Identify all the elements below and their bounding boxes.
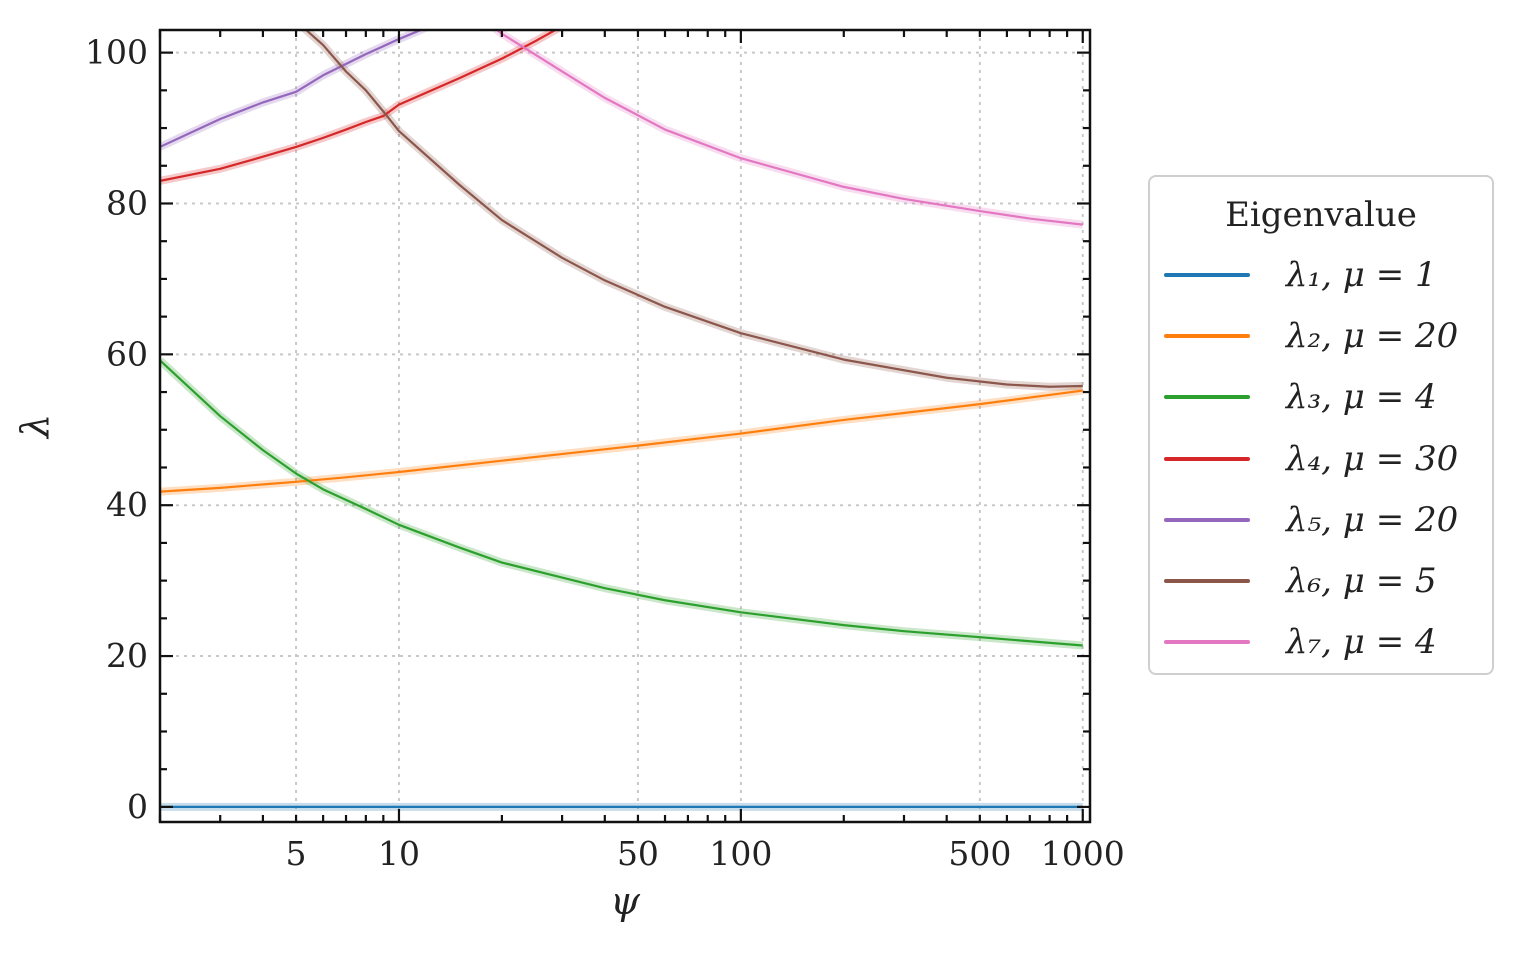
series-band-3 [160, 357, 1084, 650]
x-tick-label: 1000 [1041, 834, 1125, 873]
legend-item-3: λ₃, μ = 4 [1164, 375, 1437, 419]
legend-item-5: λ₅, μ = 20 [1164, 498, 1458, 542]
x-tick-label: 100 [709, 834, 772, 873]
y-tick-label: 100 [85, 33, 148, 72]
legend: Eigenvalue λ₁, μ = 1 λ₂, μ = 20 λ₃, μ = 4 λ… [1148, 175, 1494, 675]
series-band-4 [160, 30, 564, 185]
legend-label: λ₆, μ = 5 [1286, 561, 1437, 601]
x-tick-label: 10 [378, 834, 420, 873]
x-tick-label: 500 [948, 834, 1011, 873]
plot-frame [158, 28, 1092, 824]
legend-label: λ₁, μ = 1 [1286, 255, 1437, 295]
series-lines [160, 30, 1083, 809]
legend-swatch [1164, 640, 1250, 645]
legend-swatch [1164, 395, 1250, 400]
y-axis-label: λ [13, 414, 57, 440]
series-line-4 [160, 30, 558, 182]
legend-label: λ₇, μ = 4 [1286, 622, 1437, 663]
y-tick-label: 60 [106, 334, 148, 373]
series-line-7 [495, 30, 1083, 226]
legend-swatch [1164, 456, 1250, 461]
x-tick-label: 5 [286, 834, 307, 873]
y-tick-label: 20 [106, 636, 148, 675]
series-line-3 [160, 359, 1083, 647]
legend-swatch [1164, 517, 1250, 522]
legend-item-1: λ₁, μ = 1 [1164, 253, 1437, 297]
legend-item-7: λ₇, μ = 4 [1164, 620, 1437, 664]
x-tick-label: 50 [617, 834, 659, 873]
legend-item-2: λ₂, μ = 20 [1164, 314, 1458, 358]
legend-label: λ₅, μ = 20 [1286, 499, 1459, 540]
series-line-5 [160, 30, 424, 148]
legend-item-6: λ₆, μ = 5 [1164, 559, 1437, 603]
legend-swatch [1164, 579, 1250, 583]
legend-label: λ₃, μ = 4 [1286, 377, 1437, 418]
series-line-6 [304, 30, 1083, 388]
y-tick-label: 0 [127, 787, 148, 826]
tick-labels: 5 10 50 100 500 1000 0 20 40 60 80 100 [85, 33, 1125, 873]
axis-ticks [158, 30, 1090, 822]
legend-item-4: λ₄, μ = 30 [1164, 437, 1458, 481]
y-tick-label: 80 [106, 183, 148, 222]
y-tick-label: 40 [106, 485, 148, 524]
series-band-7 [491, 30, 1084, 229]
legend-label: λ₂, μ = 20 [1286, 316, 1459, 357]
legend-title: Eigenvalue [1225, 195, 1417, 235]
legend-swatch [1164, 334, 1250, 339]
confidence-bands [160, 30, 1084, 811]
legend-swatch [1164, 273, 1250, 277]
x-axis-label: ψ [610, 879, 641, 923]
series-line-2 [160, 389, 1083, 493]
legend-label: λ₄, μ = 30 [1286, 438, 1459, 479]
